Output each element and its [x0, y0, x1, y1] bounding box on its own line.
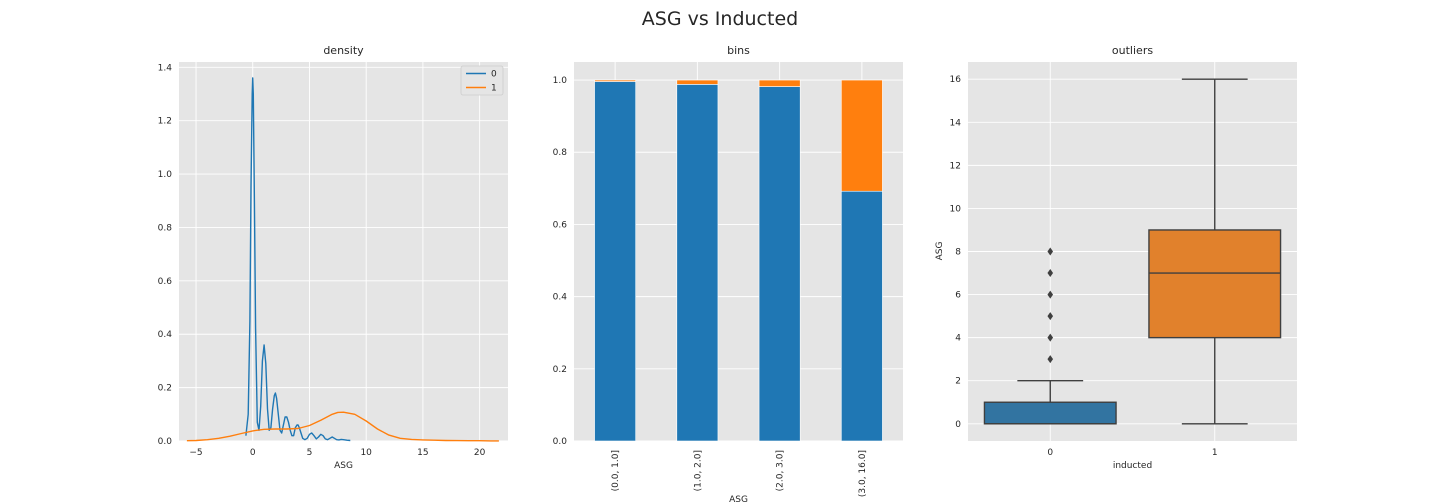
density-line-series-0 [245, 77, 351, 442]
bar-0-series-1 [594, 79, 636, 82]
outlier-point-0 [1047, 290, 1054, 299]
outliers-xlabel: inducted [1113, 461, 1152, 471]
y-tick-label: 0.8 [553, 148, 568, 158]
density-lines [186, 77, 499, 442]
outlier-point-0 [1047, 355, 1054, 364]
bar-2-series-1 [758, 79, 801, 87]
box-0 [983, 401, 1117, 425]
bar-3-series-0 [841, 190, 883, 442]
density-legend: 0 1 [460, 65, 504, 96]
x-tick-label: −5 [189, 448, 202, 458]
x-tick-label: 1 [1212, 448, 1218, 458]
outlier-point-0 [1047, 247, 1054, 256]
density-line-series-1 [186, 411, 499, 442]
x-tick-label: 15 [417, 448, 428, 458]
density-gridlines [179, 62, 508, 442]
outlier-point-0 [1047, 333, 1054, 342]
legend-label-0: 0 [491, 70, 497, 80]
outliers-boxes [983, 78, 1282, 425]
y-tick-label: 1.4 [158, 63, 173, 73]
x-tick-label: 5 [307, 448, 313, 458]
x-tick-label: (2.0, 3.0] [776, 450, 786, 491]
x-tick-label: (3.0, 16.0] [858, 450, 868, 497]
y-tick-label: 0.4 [158, 330, 173, 340]
y-tick-label: 6 [955, 291, 961, 301]
y-tick-label: 2 [955, 377, 961, 387]
y-tick-label: 8 [955, 248, 961, 258]
bar-2-series-0 [758, 86, 801, 442]
y-tick-label: 0.2 [553, 365, 567, 375]
box-1 [1148, 229, 1282, 339]
outlier-point-0 [1047, 312, 1054, 321]
bar-1-series-1 [676, 79, 719, 85]
density-ticks: −5 0 5 10 15 20 0.0 0.2 0.4 0.6 0.8 1.0 1.2 1.4 [158, 63, 486, 458]
y-tick-label: 0 [955, 420, 961, 430]
figure-title: ASG vs Inducted [642, 8, 798, 30]
y-tick-label: 0.8 [158, 223, 173, 233]
outliers-ylabel: ASG [935, 242, 945, 261]
outliers-title: outliers [1112, 44, 1153, 57]
y-tick-label: 0.4 [553, 293, 568, 303]
legend-label-1: 1 [491, 84, 497, 94]
bins-ticks: 0.0 0.2 0.4 0.6 0.8 1.0 (0.0, 1.0] (1.0, 2.0] (2… [553, 76, 868, 497]
bins-xlabel: ASG [729, 495, 748, 504]
y-tick-label: 4 [955, 334, 961, 344]
x-tick-label: 0 [250, 448, 256, 458]
y-tick-label: 14 [950, 118, 962, 128]
x-tick-label: 10 [360, 448, 372, 458]
density-title: density [323, 44, 364, 57]
x-tick-label: (1.0, 2.0] [693, 450, 703, 491]
y-tick-label: 1.0 [158, 170, 173, 180]
y-tick-label: 0.6 [553, 220, 568, 230]
x-tick-label: (0.0, 1.0] [611, 450, 621, 491]
y-tick-label: 0.0 [158, 437, 173, 447]
y-tick-label: 12 [950, 161, 961, 171]
density-panel: −5 0 5 10 15 200.00.20.40.60.81.01.21.4 densi… [158, 44, 508, 471]
x-tick-label: 20 [474, 448, 486, 458]
y-tick-label: 0.0 [553, 437, 568, 447]
bins-bars [594, 79, 883, 442]
x-tick-label: 0 [1047, 448, 1053, 458]
density-xlabel: ASG [334, 461, 353, 471]
density-plot-area [179, 62, 508, 441]
y-tick-label: 0.6 [158, 277, 173, 287]
bins-title: bins [727, 44, 750, 57]
bar-3-series-1 [841, 79, 883, 192]
bins-panel: 0.0 0.2 0.4 0.6 0.8 1.0 (0.0, 1.0] (1.0, 2.0] (2… [553, 44, 903, 504]
bar-0-series-0 [594, 81, 636, 442]
bar-1-series-0 [676, 84, 719, 442]
y-tick-label: 16 [950, 75, 962, 85]
y-tick-label: 0.2 [158, 384, 172, 394]
y-tick-label: 1.0 [553, 76, 568, 86]
outlier-point-0 [1047, 269, 1054, 278]
y-tick-label: 10 [950, 204, 962, 214]
y-tick-label: 1.2 [158, 117, 172, 127]
